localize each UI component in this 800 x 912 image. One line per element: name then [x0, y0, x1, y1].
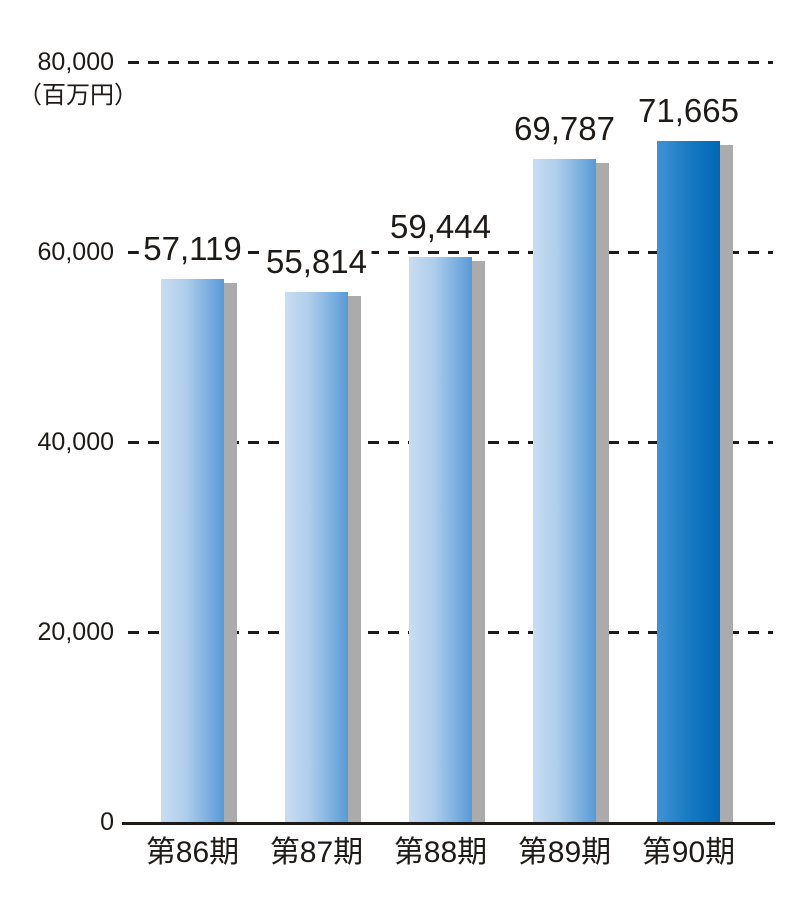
- y-axis-tick-label: 0: [100, 808, 114, 836]
- bar-value-label: 71,665: [633, 94, 744, 129]
- y-axis-unit-label: （百万円）: [18, 82, 138, 109]
- y-axis-tick-label: 80,000: [37, 48, 114, 76]
- y-axis-tick-label: 40,000: [37, 428, 114, 456]
- gridline: [128, 60, 773, 64]
- y-axis-tick-label: 60,000: [37, 238, 114, 266]
- x-axis-label: 第88期: [393, 836, 488, 869]
- bar-value-label: 69,787: [509, 112, 620, 147]
- bar-第88期: [409, 257, 472, 822]
- bar-value-label: 55,814: [261, 244, 372, 279]
- bar-第87期: [285, 291, 348, 822]
- x-axis-label: 第86期: [145, 836, 240, 869]
- bar-第90期: [657, 141, 720, 822]
- x-axis-label: 第87期: [269, 836, 364, 869]
- bar-value-label: 59,444: [385, 210, 496, 245]
- gridline: [128, 250, 773, 254]
- bar-shadow: [224, 283, 237, 822]
- x-axis-label: 第89期: [517, 836, 612, 869]
- bar-第86期: [161, 279, 224, 822]
- bar-第89期: [533, 159, 596, 822]
- x-axis-line: [122, 822, 775, 825]
- bar-shadow: [348, 295, 361, 822]
- bar-shadow: [596, 163, 609, 822]
- bar-shadow: [720, 145, 733, 822]
- bar-value-label: 57,119: [138, 232, 247, 267]
- x-axis-label: 第90期: [641, 836, 736, 869]
- bar-shadow: [472, 261, 485, 822]
- y-axis-tick-label: 20,000: [37, 618, 114, 646]
